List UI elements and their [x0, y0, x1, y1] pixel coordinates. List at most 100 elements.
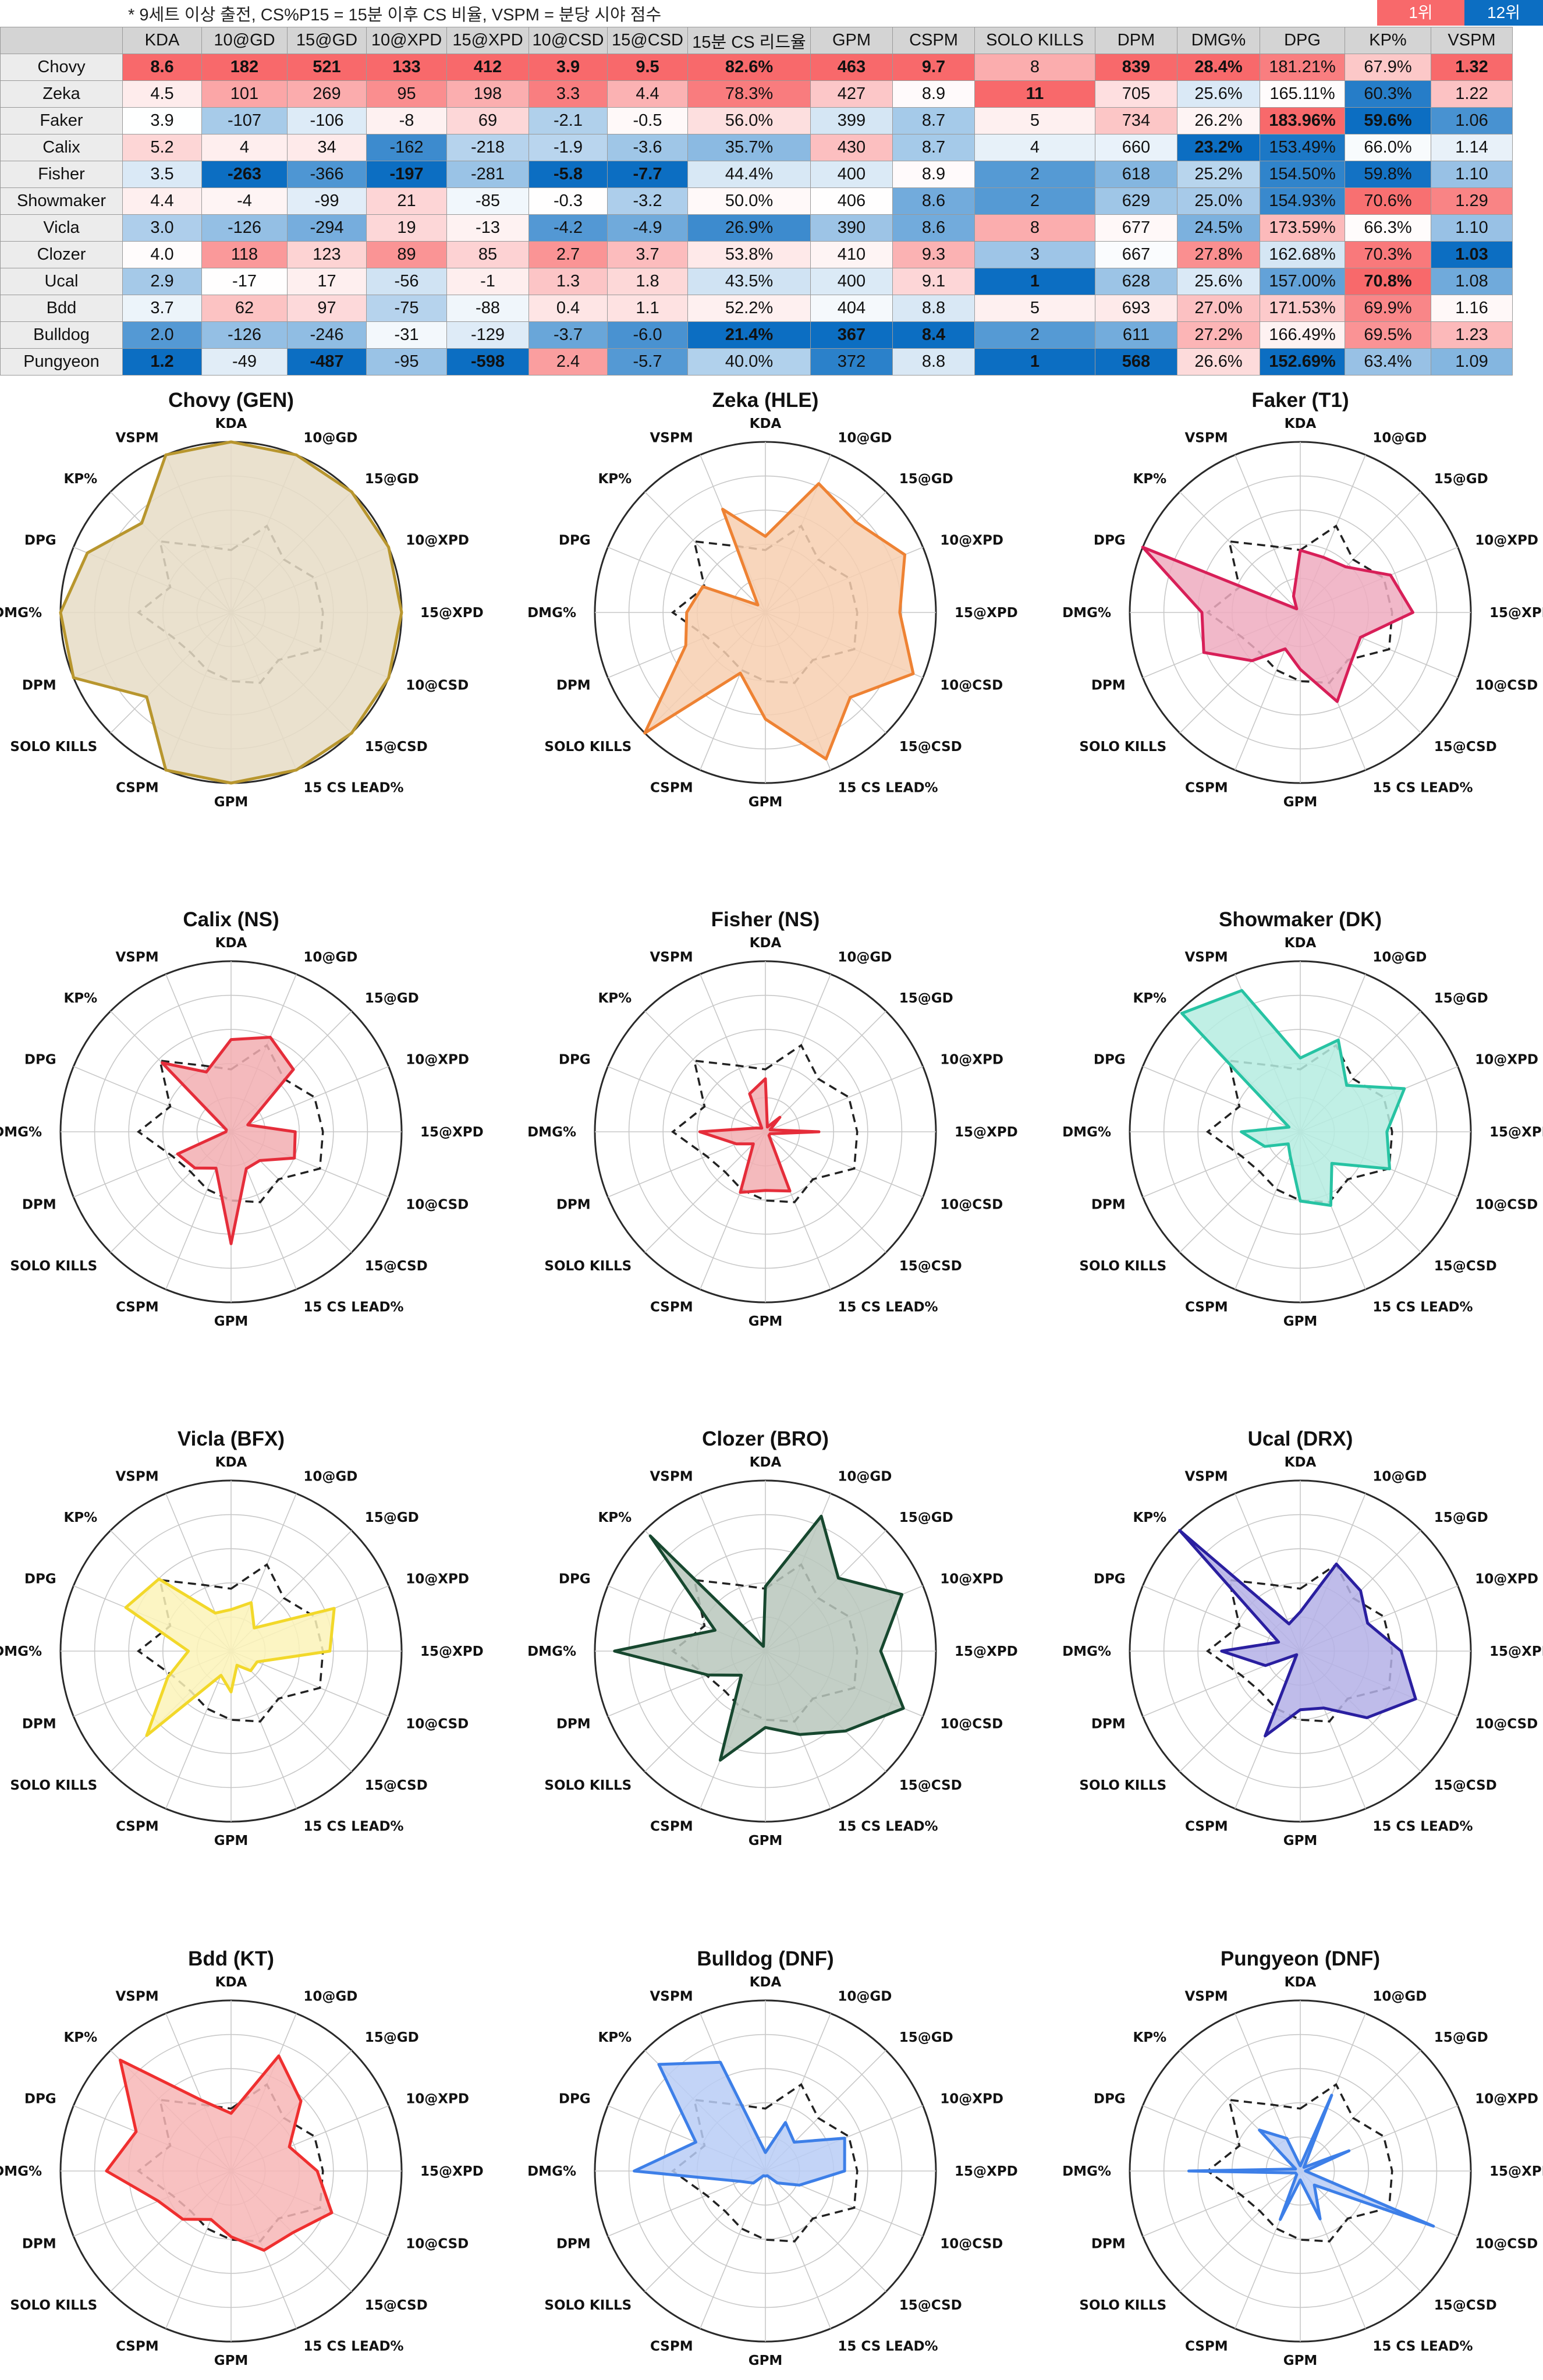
- axis-label: 10@CSD: [1475, 2236, 1538, 2251]
- axis-label: 15 CS LEAD%: [303, 1299, 403, 1315]
- axis-label: VSPM: [650, 950, 693, 965]
- table-row: Chovy 8.6 182 521 133 412 3.9 9.5 82.6% 463 9.7 8 83…: [0, 54, 1513, 81]
- stat-cell: -2.1: [528, 107, 608, 134]
- axis-label: 10@XPD: [406, 533, 469, 548]
- radar-spoke: [700, 1493, 766, 1652]
- axis-label: 10@GD: [838, 1469, 892, 1485]
- axis-label: DPG: [559, 2092, 591, 2107]
- axis-label: 15 CS LEAD%: [1372, 1299, 1473, 1315]
- stat-cell: 568: [1095, 348, 1177, 376]
- axis-label: 15@CSD: [1434, 1778, 1497, 1793]
- stat-cell: 2.7: [528, 241, 608, 268]
- player-name: Vicla: [0, 214, 123, 242]
- player-name: Showmaker: [0, 187, 123, 215]
- stat-cell: 1.2: [122, 348, 202, 376]
- radar-spoke: [1179, 1651, 1301, 1772]
- stat-cell: 400: [810, 161, 893, 188]
- stat-cell: 154.93%: [1260, 187, 1345, 215]
- stat-cell: -1: [446, 268, 529, 295]
- radar-spoke: [765, 1066, 924, 1132]
- stat-cell: 705: [1095, 80, 1177, 108]
- player-name: Fisher: [0, 161, 123, 188]
- stat-cell: -487: [287, 348, 367, 376]
- axis-label: 10@XPD: [1475, 1053, 1538, 1068]
- stat-cell: 372: [810, 348, 893, 376]
- axis-label: KP%: [1133, 472, 1166, 487]
- axis-label: 15@CSD: [899, 739, 962, 755]
- column-header: KDA: [122, 27, 202, 54]
- axis-label: VSPM: [1184, 1469, 1228, 1485]
- axis-label: KP%: [1133, 2030, 1166, 2045]
- axis-label: 10@GD: [1372, 950, 1427, 965]
- axis-label: 15@CSD: [365, 1259, 428, 1274]
- table-row: Bulldog 2.0 -126 -246 -31 -129 -3.7 -6.0 21.4% 36…: [0, 321, 1513, 349]
- radar-average-line: [671, 524, 859, 684]
- axis-label: KDA: [215, 416, 247, 431]
- radar-spoke: [765, 2170, 886, 2292]
- stats-table: KDA 10@GD 15@GD 10@XPD 15@XPD 10@CSD 15@CSD 15분…: [0, 27, 1513, 376]
- axis-label: 15@XPD: [420, 605, 484, 621]
- radar-chart: KDA 10@GD 15@GD 10@XPD 15@XPD 10@CSD 15@CSD 15 …: [0, 908, 484, 1329]
- column-header: DPM: [1095, 27, 1177, 54]
- stat-cell: 9.5: [607, 54, 688, 81]
- stat-cell: 1.22: [1431, 80, 1513, 108]
- radar-average-line: [136, 1043, 324, 1203]
- table-row: Showmaker 4.4 -4 -99 21 -85 -0.3 -3.2 50.0% 406 8.…: [0, 187, 1513, 215]
- stat-cell: -0.3: [528, 187, 608, 215]
- radar-chart: KDA 10@GD 15@GD 10@XPD 15@XPD 10@CSD 15@CSD 15 …: [1062, 1428, 1543, 1848]
- radar-player-polygon: [124, 1577, 336, 1737]
- stat-cell: 40.0%: [687, 348, 811, 376]
- stat-cell: 2: [974, 321, 1095, 349]
- axis-label: 10@XPD: [406, 1053, 469, 1068]
- stat-cell: 8.6: [122, 54, 202, 81]
- stat-cell: -129: [446, 321, 529, 349]
- stat-cell: 2: [974, 187, 1095, 215]
- stat-cell: 9.7: [892, 54, 975, 81]
- player-name: Faker: [0, 107, 123, 134]
- radar-spoke: [644, 1011, 766, 1132]
- axis-label: 10@CSD: [940, 1716, 1003, 1731]
- stat-cell: 95: [366, 80, 447, 108]
- radar-player-polygon: [105, 2054, 334, 2252]
- legend-rank-first: 1위: [1377, 0, 1464, 26]
- table-row: Ucal 2.9 -17 17 -56 -1 1.3 1.8 43.5% 400 9.1 1 628 25…: [0, 268, 1513, 295]
- axis-label: 15@GD: [899, 1510, 953, 1525]
- axis-label: DPM: [556, 2236, 591, 2251]
- stat-cell: 70.8%: [1345, 268, 1431, 295]
- stat-cell: 35.7%: [687, 134, 811, 161]
- stat-cell: 70.6%: [1345, 187, 1431, 215]
- axis-label: 15@GD: [365, 1510, 419, 1525]
- table-row: Vicla 3.0 -126 -294 19 -13 -4.2 -4.9 26.9% 390 8.6…: [0, 214, 1513, 242]
- stat-cell: 1.06: [1431, 107, 1513, 134]
- axis-label: 15 CS LEAD%: [1372, 2339, 1473, 2354]
- axis-label: 10@XPD: [406, 1572, 469, 1587]
- axis-label: KDA: [1285, 1455, 1317, 1470]
- axis-label: DPM: [22, 1716, 56, 1731]
- axis-label: DPM: [1091, 1197, 1126, 1212]
- axis-label: SOLO KILLS: [544, 2298, 632, 2313]
- axis-label: 15@CSD: [365, 739, 428, 755]
- axis-label: VSPM: [1184, 431, 1228, 446]
- stat-cell: 23.2%: [1177, 134, 1260, 161]
- stat-cell: 50.0%: [687, 187, 811, 215]
- column-header: 15분 CS 리드율: [687, 27, 811, 54]
- axis-label: 10@CSD: [1475, 678, 1538, 693]
- axis-label: DPG: [559, 533, 591, 548]
- stat-cell: 1.08: [1431, 268, 1513, 295]
- axis-label: 10@XPD: [1475, 1572, 1538, 1587]
- axis-label: DPM: [1091, 678, 1126, 693]
- radar-spoke: [1142, 2170, 1301, 2237]
- column-header: SOLO KILLS: [974, 27, 1095, 54]
- axis-label: GPM: [749, 1833, 783, 1848]
- stat-cell: -107: [201, 107, 288, 134]
- stat-cell: 1.03: [1431, 241, 1513, 268]
- stat-cell: -99: [287, 187, 367, 215]
- chart-title: Bdd (KT): [188, 1947, 274, 1970]
- axis-label: CSPM: [116, 2339, 159, 2354]
- radar-spoke: [1142, 1585, 1301, 1652]
- axis-label: 15@XPD: [955, 1125, 1018, 1140]
- stat-cell: 26.9%: [687, 214, 811, 242]
- radar-player-polygon: [1187, 2094, 1435, 2228]
- axis-label: KP%: [1133, 1510, 1166, 1525]
